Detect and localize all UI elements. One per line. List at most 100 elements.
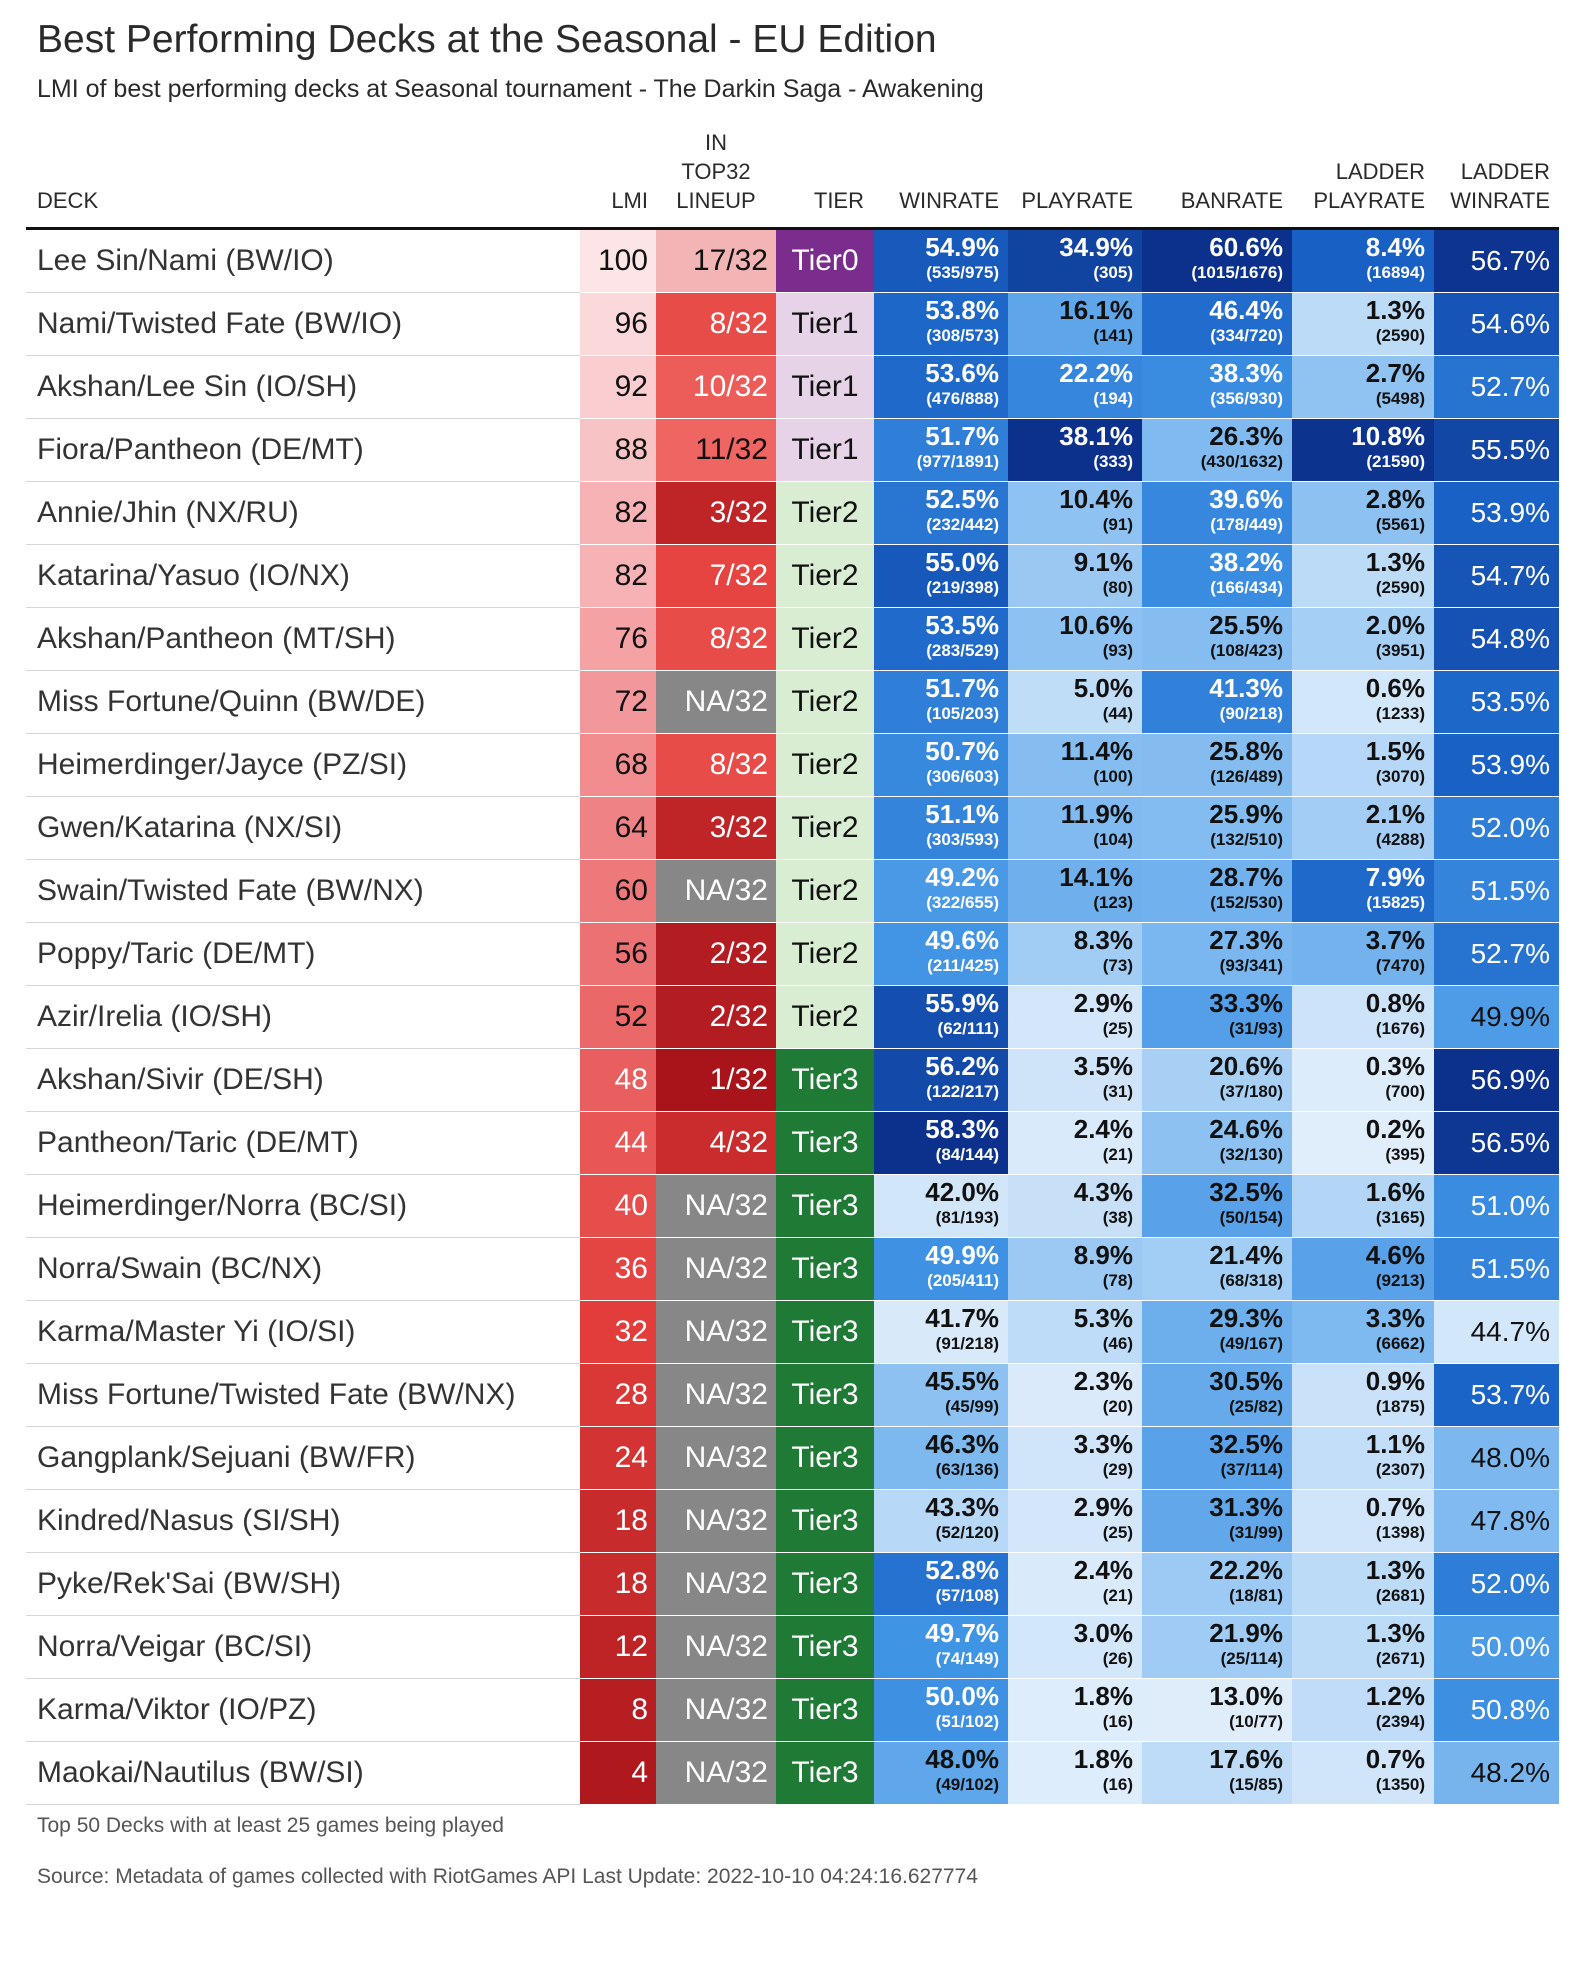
playrate-value: 22.2%: [1059, 358, 1133, 388]
table-row: Poppy/Taric (DE/MT) 56 2/32 Tier2 49.6% (211/…: [0, 923, 1582, 986]
row-divider: [26, 1174, 580, 1175]
ladder-playrate-cell: 10.8% (21590): [1292, 419, 1434, 481]
playrate-value: 3.0%: [1073, 1618, 1133, 1648]
winrate-value: 54.9%: [925, 232, 999, 262]
winrate-count: (105/203): [926, 704, 999, 723]
winrate-cell: 55.0% (219/398): [874, 545, 1008, 607]
banrate-cell: 25.5% (108/423): [1142, 608, 1292, 670]
winrate-cell: 53.6% (476/888): [874, 356, 1008, 418]
tier-cell: Tier1: [776, 293, 874, 355]
ladder-winrate-cell: 53.5%: [1434, 671, 1559, 733]
winrate-count: (303/593): [926, 830, 999, 849]
winrate-value: 50.0%: [925, 1681, 999, 1711]
ladder-playrate-cell: 0.7% (1398): [1292, 1490, 1434, 1552]
row-divider: [26, 292, 580, 293]
banrate-count: (132/510): [1210, 830, 1283, 849]
ladder-playrate-count: (9213): [1375, 1271, 1425, 1290]
playrate-cell: 10.6% (93): [1008, 608, 1142, 670]
lmi-cell: 82: [580, 545, 656, 607]
ladder-playrate-cell: 1.5% (3070): [1292, 734, 1434, 796]
row-divider: [26, 1300, 580, 1301]
winrate-count: (476/888): [926, 389, 999, 408]
tier-cell: Tier1: [776, 419, 874, 481]
playrate-cell: 5.3% (46): [1008, 1301, 1142, 1363]
winrate-value: 42.0%: [925, 1177, 999, 1207]
ladder-playrate-cell: 4.6% (9213): [1292, 1238, 1434, 1300]
winrate-value: 52.5%: [925, 484, 999, 514]
ladder-playrate-value: 3.7%: [1365, 925, 1425, 955]
winrate-value: 58.3%: [925, 1114, 999, 1144]
lmi-cell: 12: [580, 1616, 656, 1678]
ladder-playrate-count: (2590): [1375, 578, 1425, 597]
ladder-winrate-cell: 48.2%: [1434, 1742, 1559, 1804]
playrate-count: (91): [1102, 515, 1133, 534]
playrate-value: 8.3%: [1073, 925, 1133, 955]
banrate-cell: 38.3% (356/930): [1142, 356, 1292, 418]
ladder-playrate-cell: 1.3% (2671): [1292, 1616, 1434, 1678]
deck-name-cell: Maokai/Nautilus (BW/SI): [37, 1756, 364, 1789]
winrate-value: 55.9%: [925, 988, 999, 1018]
banrate-value: 38.3%: [1209, 358, 1283, 388]
table-row: Norra/Veigar (BC/SI) 12 NA/32 Tier3 49.7% (74…: [0, 1616, 1582, 1679]
playrate-count: (194): [1093, 389, 1133, 408]
table-row: Akshan/Sivir (DE/SH) 48 1/32 Tier3 56.2% (122…: [0, 1049, 1582, 1112]
header-rule: [26, 227, 1559, 230]
tier-cell: Tier3: [776, 1616, 874, 1678]
table-row: Miss Fortune/Quinn (BW/DE) 72 NA/32 Tier2 51…: [0, 671, 1582, 734]
lmi-cell: 32: [580, 1301, 656, 1363]
winrate-value: 45.5%: [925, 1366, 999, 1396]
banrate-cell: 38.2% (166/434): [1142, 545, 1292, 607]
banrate-cell: 32.5% (50/154): [1142, 1175, 1292, 1237]
banrate-count: (93/341): [1219, 956, 1283, 975]
banrate-cell: 26.3% (430/1632): [1142, 419, 1292, 481]
ladder-winrate-cell: 53.9%: [1434, 482, 1559, 544]
ladder-playrate-value: 2.0%: [1365, 610, 1425, 640]
playrate-count: (21): [1102, 1145, 1133, 1164]
winrate-cell: 53.8% (308/573): [874, 293, 1008, 355]
playrate-value: 8.9%: [1073, 1240, 1133, 1270]
ladder-playrate-value: 10.8%: [1351, 421, 1425, 451]
playrate-cell: 14.1% (123): [1008, 860, 1142, 922]
lmi-cell: 64: [580, 797, 656, 859]
ladder-playrate-value: 1.3%: [1365, 295, 1425, 325]
banrate-value: 25.5%: [1209, 610, 1283, 640]
winrate-cell: 51.7% (977/1891): [874, 419, 1008, 481]
deck-name-cell: Poppy/Taric (DE/MT): [37, 937, 316, 970]
winrate-cell: 49.6% (211/425): [874, 923, 1008, 985]
playrate-cell: 1.8% (16): [1008, 1679, 1142, 1741]
header-lmi: LMI: [611, 188, 648, 213]
tier-cell: Tier2: [776, 482, 874, 544]
ladder-winrate-cell: 51.0%: [1434, 1175, 1559, 1237]
lineup-cell: 2/32: [656, 923, 776, 985]
row-divider: [26, 859, 580, 860]
lmi-cell: 72: [580, 671, 656, 733]
playrate-cell: 3.5% (31): [1008, 1049, 1142, 1111]
deck-name-cell: Norra/Veigar (BC/SI): [37, 1630, 313, 1663]
deck-name-cell: Gwen/Katarina (NX/SI): [37, 811, 343, 844]
winrate-cell: 48.0% (49/102): [874, 1742, 1008, 1804]
deck-name-cell: Norra/Swain (BC/NX): [37, 1252, 323, 1285]
winrate-value: 51.7%: [925, 421, 999, 451]
winrate-value: 50.7%: [925, 736, 999, 766]
tier-cell: Tier3: [776, 1553, 874, 1615]
ladder-winrate-cell: 44.7%: [1434, 1301, 1559, 1363]
ladder-playrate-cell: 1.2% (2394): [1292, 1679, 1434, 1741]
playrate-count: (44): [1102, 704, 1133, 723]
ladder-playrate-cell: 0.2% (395): [1292, 1112, 1434, 1174]
lmi-cell: 36: [580, 1238, 656, 1300]
ladder-winrate-cell: 54.6%: [1434, 293, 1559, 355]
winrate-count: (977/1891): [916, 452, 999, 471]
playrate-count: (25): [1102, 1523, 1133, 1542]
banrate-count: (18/81): [1229, 1586, 1283, 1605]
banrate-count: (1015/1676): [1191, 263, 1283, 282]
banrate-count: (49/167): [1219, 1334, 1283, 1353]
tier-cell: Tier2: [776, 671, 874, 733]
banrate-cell: 46.4% (334/720): [1142, 293, 1292, 355]
ladder-playrate-cell: 0.8% (1676): [1292, 986, 1434, 1048]
lmi-cell: 40: [580, 1175, 656, 1237]
ladder-playrate-count: (1233): [1375, 704, 1425, 723]
playrate-cell: 2.4% (21): [1008, 1112, 1142, 1174]
table-row: Swain/Twisted Fate (BW/NX) 60 NA/32 Tier2 49…: [0, 860, 1582, 923]
lmi-cell: 82: [580, 482, 656, 544]
banrate-value: 31.3%: [1209, 1492, 1283, 1522]
